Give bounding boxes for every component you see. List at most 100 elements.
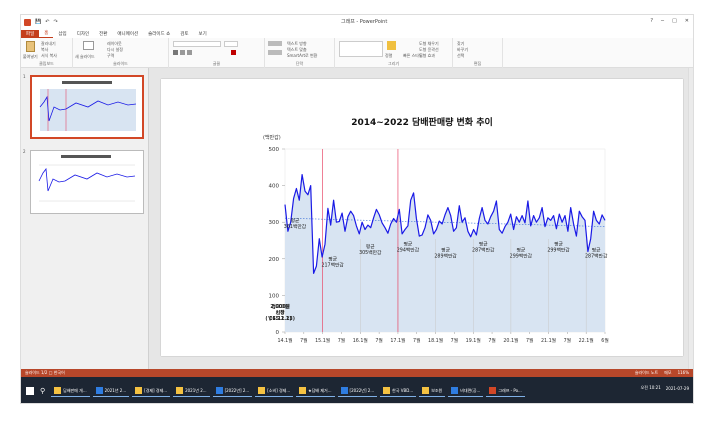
x-tick-label: 7월 [451, 337, 458, 344]
zoom-level[interactable]: 116% [677, 370, 689, 375]
quick-access-toolbar: 💾 ↶ ↷ [24, 18, 58, 26]
help-button[interactable]: ? [650, 18, 654, 24]
paste-button[interactable]: 붙여넣기 [23, 54, 38, 59]
reset-button[interactable]: 다시 설정 [107, 47, 123, 52]
taskbar-item[interactable]: 보조원 [419, 385, 446, 397]
taskbar-item-label: [경제] 경제... [144, 387, 168, 393]
taskbar-item[interactable]: [소비] 경제... [255, 385, 294, 397]
slide-thumbnail-1[interactable] [30, 75, 144, 139]
tab-insert[interactable]: 삽입 [58, 31, 67, 37]
powerpoint-window: 💾 ↶ ↷ 그래프 - PowerPoint ? ─ □ ✕ 파일 홈 삽입 디… [20, 14, 694, 404]
chart-annotation: 평균 287백만갑 [472, 240, 495, 253]
tab-view[interactable]: 보기 [198, 31, 207, 37]
taskbar-item[interactable]: 한국 VBD... [380, 385, 417, 397]
find-button[interactable]: 찾기 [457, 41, 465, 46]
copy-button[interactable]: 복사 [41, 47, 49, 52]
search-icon[interactable]: ⚲ [40, 387, 46, 395]
ribbon-tabs: 파일 홈 삽입 디자인 전환 애니메이션 슬라이드 쇼 검토 보기 [21, 29, 693, 38]
alignment-buttons[interactable] [268, 50, 282, 55]
system-tray: 오전 10:21 2021-07-29 [641, 385, 689, 391]
slide-thumbnail-2[interactable] [30, 150, 144, 214]
redo-icon[interactable]: ↷ [53, 19, 58, 25]
annotation-line: 299백만갑 [510, 252, 533, 259]
shape-fill-button[interactable]: 도형 채우기 [419, 41, 439, 46]
slide-number: 1 [23, 74, 26, 79]
annotation-line: 217백만갑 [321, 262, 344, 269]
slide-canvas[interactable]: 2014~2022 담배판매량 변화 추이 0 100 200 300 400 500 (백… [161, 79, 683, 356]
bullets-button[interactable] [268, 41, 282, 46]
taskbar-item[interactable]: ★담배 제거... [296, 385, 335, 397]
layout-button[interactable]: 레이아웃 [107, 41, 122, 46]
chart-annotation: 평균 289백만갑 [434, 246, 457, 259]
start-icon[interactable] [26, 387, 34, 395]
undo-icon[interactable]: ↶ [45, 19, 50, 25]
taskbar-item[interactable]: [2022년] 2... [212, 385, 253, 397]
group-label: 편집 [473, 61, 482, 66]
cut-button[interactable]: 잘라내기 [41, 41, 56, 46]
slide-title: 2014~2022 담배판매량 변화 추이 [351, 118, 493, 128]
x-tick-label: 17.1월 [390, 337, 405, 344]
taskbar-item[interactable]: 그래프 - Po... [486, 385, 525, 397]
annotation-line: 289백만갑 [434, 252, 457, 259]
smartart-button[interactable]: SmartArt로 변환 [287, 53, 318, 58]
tab-review[interactable]: 검토 [180, 31, 189, 37]
italic-button[interactable] [180, 50, 185, 55]
select-button[interactable]: 선택 [457, 53, 465, 58]
chart-annotation: 평균 299백만갑 [510, 246, 533, 259]
tab-slideshow[interactable]: 슬라이드 쇼 [148, 31, 171, 37]
close-button[interactable]: ✕ [684, 18, 689, 24]
underline-button[interactable] [187, 50, 192, 55]
paste-icon[interactable] [26, 41, 35, 52]
arrange-button[interactable]: 정렬 [385, 53, 393, 58]
x-tick-label: 7월 [338, 337, 345, 344]
save-icon[interactable]: 💾 [35, 19, 42, 25]
font-size-select[interactable] [224, 41, 238, 47]
taskbar-item-label: 담배판매 개... [63, 387, 87, 393]
new-slide-button[interactable]: 새 슬라이드 [75, 54, 95, 59]
taskbar-item-label: 한국 VBD... [392, 387, 414, 393]
taskbar-item-label: [2022년] 2... [224, 387, 250, 393]
shape-outline-button[interactable]: 도형 윤곽선 [419, 47, 439, 52]
taskbar-item[interactable]: 2021년 2... [92, 385, 130, 397]
shapes-gallery[interactable] [339, 41, 383, 57]
group-label: 클립보드 [39, 61, 54, 66]
app-icon [24, 18, 31, 26]
clipboard-group: 붙여넣기 잘라내기 복사 서식 복사 클립보드 [21, 38, 73, 68]
taskbar-item[interactable]: [경제] 경제... [132, 385, 171, 397]
tab-file[interactable]: 파일 [21, 29, 40, 38]
maximize-button[interactable]: □ [672, 18, 677, 24]
new-slide-icon[interactable] [83, 41, 94, 50]
taskbar-item[interactable]: [2022년] 2... [337, 385, 378, 397]
y-tick-label: 300 [269, 220, 280, 226]
taskbar-item[interactable]: 담배판매 개... [51, 385, 90, 397]
tab-transitions[interactable]: 전환 [99, 31, 108, 37]
x-tick-label: 21.1월 [541, 337, 556, 344]
taskbar-item-label: 2021년 2... [185, 387, 207, 393]
font-color-button[interactable] [231, 50, 236, 55]
tab-design[interactable]: 디자인 [76, 31, 90, 37]
bold-button[interactable] [173, 50, 178, 55]
format-painter-button[interactable]: 서식 복사 [41, 53, 57, 58]
x-tick-label: 7월 [564, 337, 571, 344]
replace-button[interactable]: 바꾸기 [457, 47, 469, 52]
taskbar-item[interactable]: 비대면(공... [448, 385, 484, 397]
app-icon [135, 387, 143, 394]
taskbar-item-label: [소비] 경제... [267, 387, 291, 393]
chart-annotation: 평균 217백만갑 [321, 256, 344, 269]
taskbar-item[interactable]: 2021년 2... [173, 385, 210, 397]
quick-styles-button[interactable]: 빠른 스타일 [403, 53, 423, 58]
align-text-button[interactable]: 텍스트 맞춤 [287, 47, 307, 52]
group-label: 슬라이드 [113, 61, 128, 66]
tab-home[interactable]: 홈 [39, 29, 54, 38]
shape-effects-button[interactable]: 도형 효과 [419, 53, 435, 58]
tab-animations[interactable]: 애니메이션 [117, 31, 139, 37]
vertical-scrollbar[interactable] [688, 68, 693, 369]
font-name-select[interactable] [173, 41, 221, 47]
text-direction-button[interactable]: 텍스트 방향 [287, 41, 307, 46]
x-tick-label: 7월 [300, 337, 307, 344]
comments-button[interactable]: 메모 [664, 370, 672, 375]
minimize-button[interactable]: ─ [661, 18, 665, 24]
arrange-icon[interactable] [387, 41, 396, 50]
section-button[interactable]: 구역 [107, 53, 115, 58]
notes-button[interactable]: 슬라이드 노트 [634, 370, 659, 375]
